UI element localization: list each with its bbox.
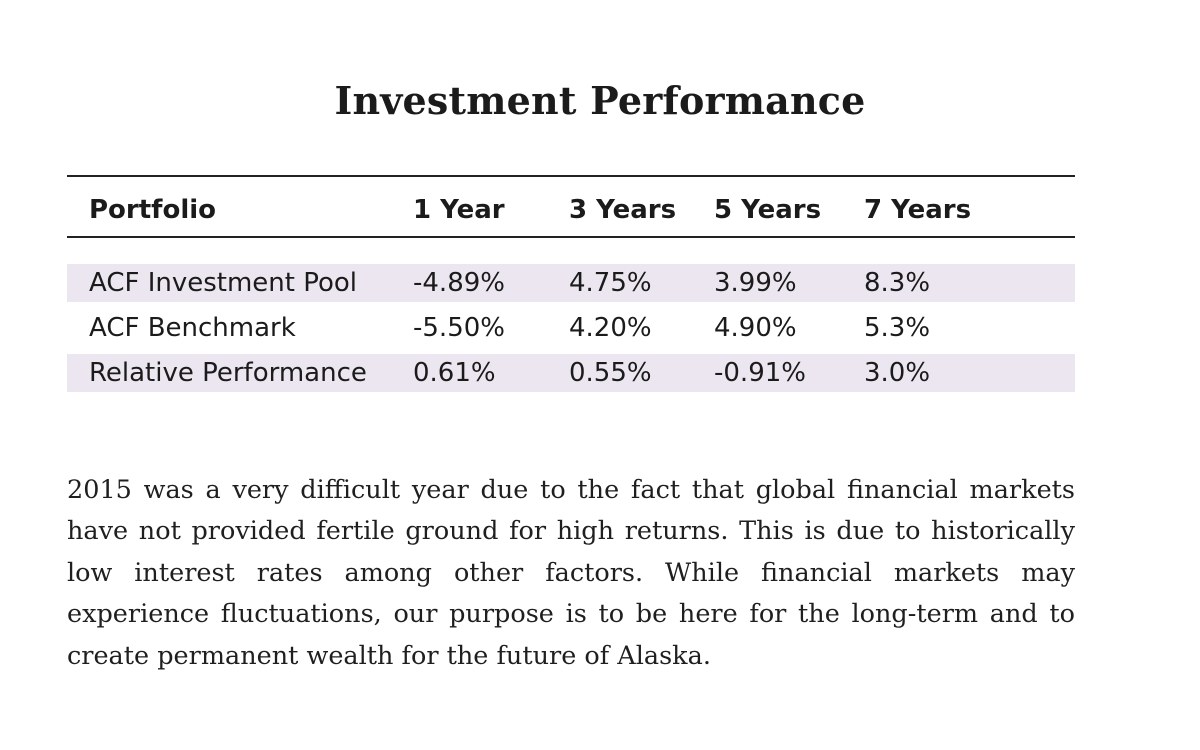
page-title: Investment Performance bbox=[334, 78, 866, 123]
cell-3-years: 4.75% bbox=[569, 268, 652, 298]
cell-5-years: 4.90% bbox=[714, 313, 797, 343]
cell-7-years: 3.0% bbox=[864, 358, 931, 388]
header-3-years: 3 Years bbox=[569, 195, 677, 225]
table-top-rule bbox=[67, 175, 1075, 177]
row-label: Relative Performance bbox=[89, 358, 367, 388]
header-portfolio: Portfolio bbox=[89, 195, 217, 225]
row-label: ACF Investment Pool bbox=[89, 268, 358, 298]
cell-3-years: 0.55% bbox=[569, 358, 652, 388]
cell-1-year: -4.89% bbox=[413, 268, 505, 298]
row-label: ACF Benchmark bbox=[89, 313, 296, 343]
table-row: ACF Investment Pool -4.89% 4.75% 3.99% 8… bbox=[67, 264, 1075, 302]
cell-7-years: 8.3% bbox=[864, 268, 931, 298]
header-1-year: 1 Year bbox=[413, 195, 505, 225]
header-5-years: 5 Years bbox=[714, 195, 822, 225]
table-row: Relative Performance 0.61% 0.55% -0.91% … bbox=[67, 354, 1075, 392]
cell-1-year: -5.50% bbox=[413, 313, 505, 343]
cell-5-years: -0.91% bbox=[714, 358, 806, 388]
cell-5-years: 3.99% bbox=[714, 268, 797, 298]
header-7-years: 7 Years bbox=[864, 195, 972, 225]
table-row: ACF Benchmark -5.50% 4.20% 4.90% 5.3% bbox=[67, 309, 1075, 347]
table-header-rule bbox=[67, 236, 1075, 238]
cell-1-year: 0.61% bbox=[413, 358, 496, 388]
summary-paragraph: 2015 was a very difficult year due to th… bbox=[67, 474, 1075, 671]
cell-7-years: 5.3% bbox=[864, 313, 931, 343]
cell-3-years: 4.20% bbox=[569, 313, 652, 343]
